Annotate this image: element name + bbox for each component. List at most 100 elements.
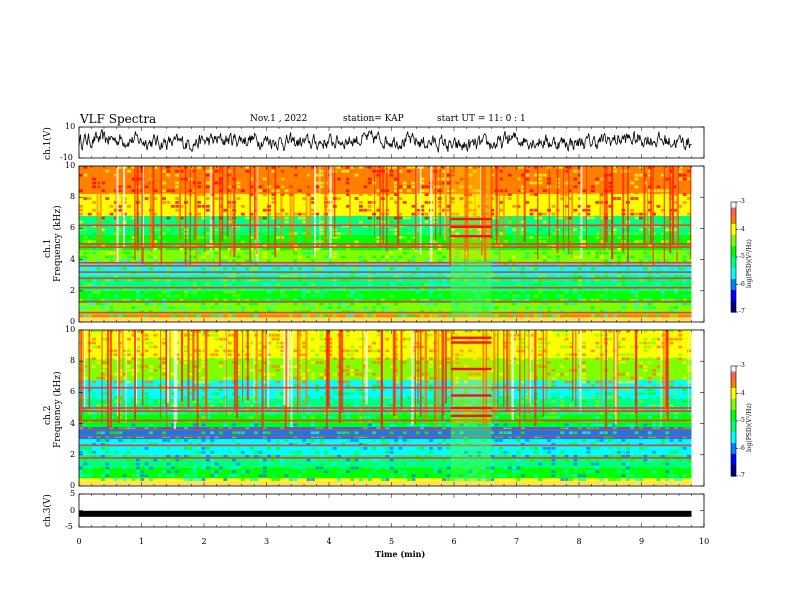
spec-cell <box>363 400 368 403</box>
spec-cell <box>450 236 455 239</box>
spec-cell <box>433 474 438 477</box>
spec-cell <box>166 454 171 458</box>
spec-cell <box>105 462 110 466</box>
spec-cell <box>372 431 376 435</box>
spec-cell <box>450 279 455 282</box>
spec-cell <box>547 365 551 368</box>
spec-cell <box>79 427 83 431</box>
spec-cell <box>564 169 569 173</box>
spec-streak <box>116 166 119 263</box>
spec-cell <box>429 447 433 450</box>
spec-cell <box>647 244 652 247</box>
spec-cell <box>450 462 455 466</box>
spec-cell <box>319 396 324 399</box>
spec-cell <box>398 189 403 193</box>
spec-cell <box>223 466 228 470</box>
spec-cell <box>289 314 293 317</box>
spec-cell <box>96 177 101 181</box>
spec-cell <box>538 236 543 239</box>
spec-cell <box>275 220 280 224</box>
spec-cell <box>240 240 245 243</box>
spec-cell <box>306 384 311 388</box>
spec-cell <box>542 306 547 310</box>
spec-cell <box>376 236 381 239</box>
spec-cell <box>245 279 250 282</box>
spec-cell <box>669 306 674 310</box>
spec-cell <box>429 263 433 267</box>
spec-cell <box>647 357 652 360</box>
spec-cell <box>481 290 486 294</box>
spec-cell <box>131 197 136 200</box>
spec-cell <box>437 396 442 399</box>
spec-cell <box>92 341 96 345</box>
spec-cell <box>385 466 390 470</box>
spec-cell <box>612 423 617 427</box>
spec-cell <box>455 450 460 454</box>
spec-cell <box>201 267 206 271</box>
spec-cell <box>424 431 429 435</box>
spec-cell <box>354 400 359 403</box>
spec-cell <box>499 263 503 267</box>
spec-cell <box>223 255 228 259</box>
spec-cell <box>682 279 687 282</box>
spec-cell <box>236 181 241 185</box>
spec-cell <box>280 290 285 294</box>
spec-cell <box>608 396 613 399</box>
spec-cell <box>363 259 368 263</box>
spec-cell <box>337 166 341 169</box>
spec-cell <box>639 427 643 431</box>
spec-cell <box>477 470 481 474</box>
spec-cell <box>170 330 175 333</box>
spec-cell <box>293 189 298 193</box>
spec-cell <box>402 345 407 349</box>
spec-cell <box>547 314 551 317</box>
spec-cell <box>542 166 547 169</box>
spec-cell <box>166 415 171 419</box>
spec-cell <box>455 197 460 200</box>
spec-cell <box>210 427 215 431</box>
spec-cell <box>210 411 215 415</box>
spec-cell <box>617 197 621 200</box>
spec-cell <box>442 169 446 173</box>
spec-cell <box>197 208 201 212</box>
spec-cell <box>337 177 341 181</box>
spec-cell <box>118 427 123 431</box>
spec-cell <box>359 478 363 481</box>
spec-cell <box>258 353 263 357</box>
spec-cell <box>267 310 271 313</box>
spec-cell <box>170 427 175 431</box>
spec-cell <box>512 244 516 247</box>
spec-cell <box>394 177 398 181</box>
spec-cell <box>367 349 372 353</box>
spec-cell <box>529 302 534 306</box>
spec-cell <box>573 462 578 466</box>
spec-cell <box>324 450 328 454</box>
spec-cell <box>394 294 398 298</box>
spec-cell <box>153 400 158 403</box>
spec-cell <box>647 302 652 306</box>
spec-cell <box>280 275 285 278</box>
spec-cell <box>516 454 521 458</box>
spec-cell <box>446 439 451 442</box>
spec-cell <box>254 427 258 431</box>
spec-cell <box>127 361 131 364</box>
spec-cell <box>258 345 263 349</box>
spec-cell <box>114 380 118 384</box>
spec-cell <box>529 333 534 337</box>
spec-cell <box>490 298 495 302</box>
spec-cell <box>468 376 473 380</box>
spec-cell <box>214 396 219 399</box>
spec-cell <box>297 169 302 173</box>
spec-cell <box>350 439 355 442</box>
spec-cell <box>542 333 547 337</box>
spec-cell <box>547 384 551 388</box>
spec-cell <box>621 353 626 357</box>
spec-cell <box>389 404 394 407</box>
spec-cell <box>525 201 530 204</box>
spec-cell <box>359 208 363 212</box>
spec-cell <box>140 470 145 474</box>
spec-cell <box>79 212 83 216</box>
spec-cell <box>538 212 543 216</box>
spec-cell <box>341 185 346 189</box>
spec-cell <box>551 411 556 415</box>
